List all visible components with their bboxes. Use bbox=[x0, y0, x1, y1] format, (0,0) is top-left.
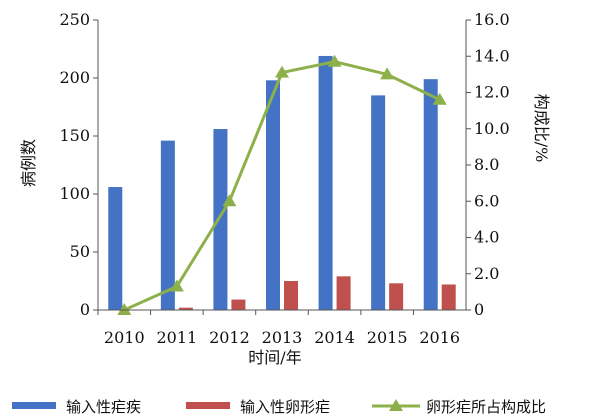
bar-imported-ovale-malaria bbox=[336, 276, 351, 310]
left-tick-label: 200 bbox=[59, 68, 90, 87]
right-tick-label: 16.0 bbox=[474, 10, 510, 29]
left-tick-label: 100 bbox=[59, 184, 90, 203]
line-point-triangle bbox=[169, 279, 184, 292]
left-tick-label: 0 bbox=[80, 300, 90, 319]
right-tick-label: 4.0 bbox=[474, 228, 499, 247]
legend-swatch-marker bbox=[389, 399, 403, 411]
left-tick-label: 150 bbox=[59, 126, 90, 145]
line-point-triangle bbox=[117, 303, 132, 315]
line-point-triangle bbox=[432, 92, 447, 105]
line-point-triangle bbox=[327, 54, 342, 67]
x-tick-label: 2013 bbox=[262, 328, 303, 347]
bar-imported-malaria bbox=[266, 80, 280, 310]
bar-imported-ovale-malaria bbox=[441, 284, 456, 310]
right-tick-label: 6.0 bbox=[474, 191, 499, 210]
legend-label: 输入性疟疾 bbox=[66, 398, 141, 416]
plot-area bbox=[108, 54, 456, 315]
left-tick-label: 50 bbox=[70, 242, 90, 261]
bar-imported-ovale-malaria bbox=[389, 283, 404, 310]
left-axis-title: 病例数 bbox=[19, 139, 38, 187]
x-axis-title: 时间/年 bbox=[248, 348, 301, 367]
legend-swatch-bar bbox=[12, 402, 56, 409]
legend-label: 输入性卵形疟 bbox=[240, 398, 330, 416]
x-tick-label: 2010 bbox=[104, 328, 145, 347]
right-tick-label: 2.0 bbox=[474, 264, 499, 283]
right-tick-label: 14.0 bbox=[474, 46, 510, 65]
line-point-triangle bbox=[275, 65, 289, 78]
bar-imported-ovale-malaria bbox=[178, 307, 193, 310]
bar-imported-malaria bbox=[213, 129, 228, 310]
right-axis-title: 构成比/% bbox=[532, 94, 551, 163]
x-tick-label: 2014 bbox=[314, 328, 355, 347]
legend-label: 卵形疟所占构成比 bbox=[426, 398, 546, 416]
bar-imported-ovale-malaria bbox=[231, 299, 246, 310]
x-tick-label: 2011 bbox=[156, 328, 197, 347]
right-tick-label: 10.0 bbox=[474, 119, 510, 138]
legend: 输入性疟疾 输入性卵形疟 卵形疟所占构成比 bbox=[12, 398, 546, 416]
right-tick-label: 12.0 bbox=[474, 83, 510, 102]
x-tick-label: 2012 bbox=[209, 328, 250, 347]
bar-imported-malaria bbox=[371, 95, 386, 311]
x-tick-label: 2015 bbox=[367, 328, 408, 347]
right-tick-label: 0 bbox=[474, 300, 484, 319]
bar-imported-malaria bbox=[108, 187, 123, 310]
axes: 0 50 100 150 200 250 0 2.0 4.0 6.0 8.0 10.0 12.0 14.0… bbox=[59, 10, 509, 347]
bar-imported-malaria bbox=[318, 55, 333, 311]
bar-imported-malaria bbox=[160, 140, 175, 310]
right-tick-label: 8.0 bbox=[474, 155, 499, 174]
legend-swatch-bar bbox=[186, 402, 230, 409]
left-tick-label: 250 bbox=[59, 10, 90, 29]
line-point-triangle bbox=[222, 194, 237, 207]
bar-imported-ovale-malaria bbox=[284, 281, 298, 310]
line-point-triangle bbox=[380, 67, 395, 80]
x-tick-label: 2016 bbox=[419, 328, 460, 347]
bar-imported-malaria bbox=[423, 79, 438, 310]
